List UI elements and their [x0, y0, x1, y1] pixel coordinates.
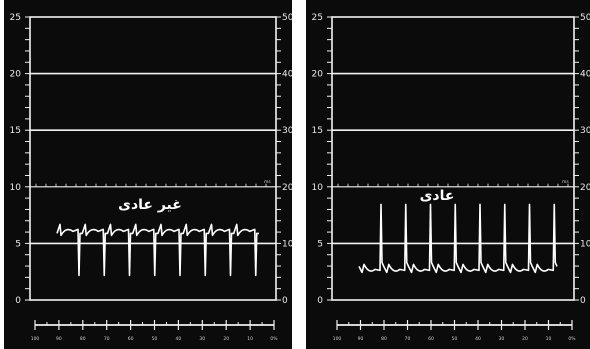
- bottom-scale-label: 80: [80, 336, 86, 342]
- ecg-trace: [358, 203, 558, 274]
- bottom-scale-label: 70: [104, 336, 110, 342]
- left-scale-label: 0: [317, 296, 323, 306]
- left-scale-label: 10: [10, 183, 22, 193]
- bottom-scale-label: 30: [499, 336, 505, 342]
- right-scale-label: 20: [580, 183, 590, 193]
- bottom-scale-label: 80: [381, 336, 387, 342]
- left-scale-label: 10: [312, 183, 324, 193]
- bottom-scale-label: 20: [522, 336, 528, 342]
- left-scale-label: 15: [10, 126, 21, 136]
- left-scale-label: 20: [312, 70, 324, 80]
- bottom-scale-label: 90: [56, 336, 62, 342]
- plot-frame: [331, 16, 575, 301]
- right-scale-label: 0: [282, 296, 288, 306]
- bottom-scale-label: 10: [247, 336, 253, 342]
- left-scale-label: 15: [312, 126, 323, 136]
- bottom-scale-label: 100: [333, 336, 342, 342]
- bottom-scale-label: 0%: [270, 336, 278, 342]
- bottom-scale-label: 70: [405, 336, 411, 342]
- monitor-panel-right: 25 20 15 10 5 0 50 40 30 20 10 0 ms 100 90 80 70 60 50 40 30…: [306, 0, 590, 349]
- right-scale-label: 40: [282, 70, 292, 80]
- left-scale-label: 25: [10, 13, 21, 23]
- unit-label: ms: [264, 180, 271, 185]
- plot-frame: [29, 16, 277, 301]
- bottom-scale-label: 100: [31, 336, 40, 342]
- monitor-panel-left: 25 20 15 10 5 0 50 40 30 20 10 0 ms 100 90 80 70 60 50 40 30…: [4, 0, 292, 349]
- right-scale-label: 50: [282, 13, 292, 23]
- left-scale-label: 20: [10, 70, 22, 80]
- right-scale-label: 0: [580, 296, 586, 306]
- bottom-scale-label: 40: [475, 336, 481, 342]
- left-scale-label: 25: [312, 13, 323, 23]
- unit-label: ms: [562, 180, 569, 185]
- bottom-scale-label: 50: [152, 336, 158, 342]
- right-scale-label: 30: [580, 126, 590, 136]
- right-scale-label: 20: [282, 183, 292, 193]
- right-scale-label: 50: [580, 13, 590, 23]
- left-scale-label: 0: [15, 296, 21, 306]
- bottom-scale-label: 20: [223, 336, 229, 342]
- left-scale-label: 5: [317, 239, 323, 249]
- ecg-trace: [56, 223, 259, 277]
- right-scale-label: 10: [282, 239, 292, 249]
- bottom-scale-label: 60: [128, 336, 134, 342]
- right-scale-label: 30: [282, 126, 292, 136]
- right-scale-label: 40: [580, 70, 590, 80]
- trace-label: غير عادى: [118, 197, 182, 213]
- left-scale-label: 5: [15, 239, 21, 249]
- panel-background: [306, 0, 590, 349]
- bottom-scale-label: 40: [176, 336, 182, 342]
- right-scale-label: 10: [580, 239, 590, 249]
- panel-background: [4, 0, 292, 349]
- bottom-scale-label: 60: [428, 336, 434, 342]
- bottom-scale-label: 30: [199, 336, 205, 342]
- bottom-scale-label: 10: [546, 336, 552, 342]
- bottom-scale-label: 50: [452, 336, 458, 342]
- trace-label: عادى: [420, 188, 455, 204]
- bottom-scale-label: 0%: [568, 336, 576, 342]
- bottom-scale-label: 90: [358, 336, 364, 342]
